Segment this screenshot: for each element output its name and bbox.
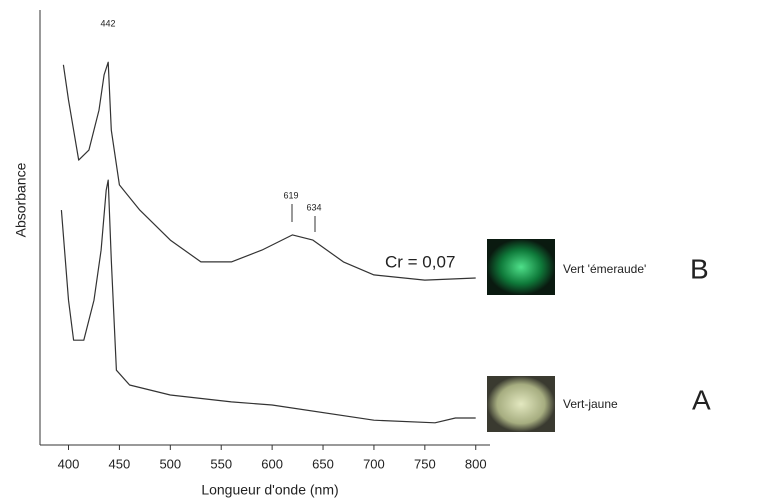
annotation: Vert 'émeraude' <box>563 262 646 276</box>
annotation: 619 <box>283 190 298 200</box>
annotation: 442 <box>100 18 115 28</box>
annotation: Vert-jaune <box>563 397 618 411</box>
x-tick-label: 800 <box>465 456 487 471</box>
y-axis-label: Absorbance <box>13 162 29 237</box>
x-axis-label: Longueur d'onde (nm) <box>201 482 338 498</box>
legend-label: A <box>692 384 711 415</box>
x-tick-label: 750 <box>414 456 436 471</box>
x-tick-label: 550 <box>210 456 232 471</box>
x-tick-label: 450 <box>109 456 131 471</box>
x-tick-label: 600 <box>261 456 283 471</box>
x-tick-label: 500 <box>159 456 181 471</box>
line-series <box>62 61 476 281</box>
annotation: Cr = 0,07 <box>385 252 455 271</box>
legend-label: B <box>690 253 709 284</box>
x-tick-label: 400 <box>58 456 80 471</box>
x-tick-label: 650 <box>312 456 334 471</box>
annotation: 634 <box>306 202 321 212</box>
line-series <box>60 179 476 424</box>
gem-image <box>487 239 555 295</box>
x-tick-label: 700 <box>363 456 385 471</box>
gem-image <box>487 376 555 432</box>
